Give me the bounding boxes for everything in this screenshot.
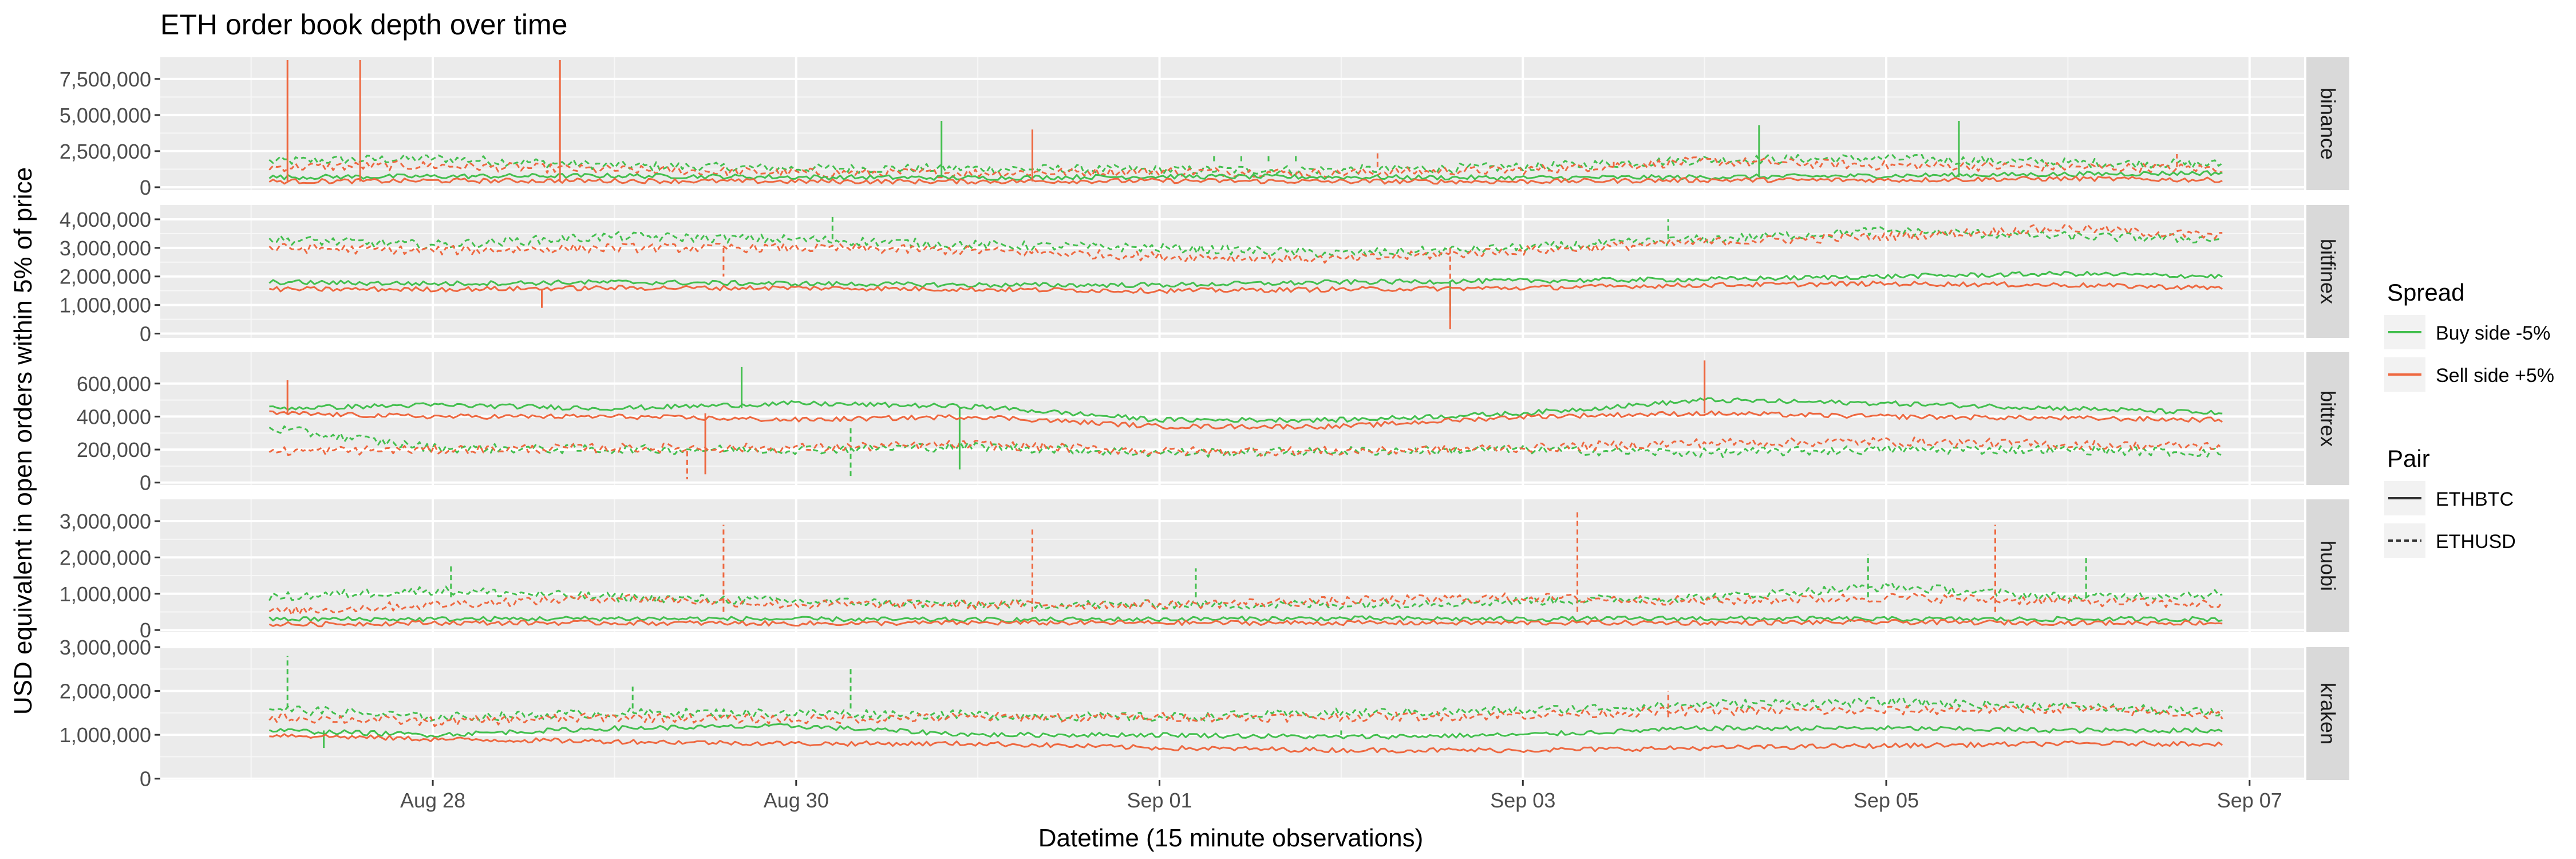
x-tick-label: Sep 03: [1490, 789, 1555, 812]
legend-buy-label: Buy side -5%: [2436, 322, 2550, 344]
y-tick-label: 400,000: [77, 405, 151, 428]
panel-binance: 0 2,500,000 5,000,000 7,500,000 binance: [60, 57, 2349, 199]
facet-strip: [2306, 499, 2349, 632]
facet-strip: [2306, 352, 2349, 485]
y-tick-label: 3,000,000: [60, 636, 151, 659]
panel-background: [160, 352, 2304, 485]
y-tick-label: 200,000: [77, 438, 151, 462]
series-kraken-buy-ethusd: [269, 656, 2223, 722]
legend-spread-title: Spread: [2387, 279, 2464, 306]
series-binance-buy-ethusd: [268, 153, 2223, 175]
panel-background: [160, 57, 2304, 190]
y-tick-label: 1,000,000: [60, 294, 151, 317]
facet-label-binance: binance: [2317, 88, 2340, 160]
y-tick-label: 0: [140, 322, 151, 346]
facet-strip: [2306, 205, 2349, 338]
series-binance-buy-ethbtc: [268, 121, 2223, 182]
series-bitfinex-sell-ethbtc: [269, 280, 2223, 329]
x-axis-label: Datetime (15 minute observations): [1038, 824, 1424, 852]
panel-bitfinex: 0 1,000,000 2,000,000 3,000,000 4,000,000 bit…: [60, 205, 2349, 346]
legend-ethbtc-label: ETHBTC: [2436, 488, 2514, 510]
panel-huobi: 0 1,000,000 2,000,000 3,000,000 huobi: [60, 499, 2349, 642]
facet-label-kraken: kraken: [2317, 683, 2340, 744]
panel-background: [160, 205, 2304, 338]
y-tick-label: 0: [140, 618, 151, 642]
legend-pair-title: Pair: [2387, 445, 2430, 472]
series-kraken-buy-ethbtc: [268, 723, 2223, 748]
legend-ethusd-label: ETHUSD: [2436, 531, 2516, 553]
y-tick-label: 0: [140, 176, 151, 199]
series-huobi-sell-ethbtc: [268, 618, 2223, 628]
x-tick-label: Aug 28: [400, 789, 465, 812]
x-tick-label: Sep 07: [2217, 789, 2282, 812]
legend-sell-label: Sell side +5%: [2436, 365, 2554, 387]
y-tick-label: 4,000,000: [60, 208, 151, 231]
panel-background: [160, 647, 2304, 780]
y-tick-label: 0: [140, 767, 151, 791]
series-huobi-buy-ethusd: [268, 554, 2223, 610]
y-tick-label: 3,000,000: [60, 510, 151, 533]
series-kraken-sell-ethbtc: [269, 733, 2223, 754]
panel-bittrex: 0 200,000 400,000 600,000 bittrex: [77, 352, 2349, 495]
y-tick-label: 3,000,000: [60, 237, 151, 260]
y-tick-label: 0: [140, 471, 151, 495]
facet-label-bitfinex: bitfinex: [2317, 239, 2340, 304]
facet-strip: [2306, 57, 2349, 190]
series-huobi-sell-ethusd: [268, 510, 2223, 616]
facet-strip: [2306, 647, 2349, 780]
x-tick-label: Sep 01: [1127, 789, 1192, 812]
series-binance-sell-ethbtc: [268, 60, 2223, 185]
panel-kraken: 0 1,000,000 2,000,000 3,000,000 kraken: [60, 636, 2349, 791]
series-kraken-sell-ethusd: [268, 691, 2223, 727]
series-bitfinex-buy-ethusd: [268, 216, 2223, 258]
chart-title: ETH order book depth over time: [160, 9, 567, 41]
y-tick-label: 2,500,000: [60, 140, 151, 163]
y-tick-label: 2,000,000: [60, 680, 151, 703]
legend: Spread Buy side -5% Sell side +5% Pair E…: [2384, 279, 2554, 558]
y-axis-label: USD equivalent in open orders within 5% …: [9, 167, 37, 715]
facet-label-bittrex: bittrex: [2317, 391, 2340, 447]
series-bitfinex-sell-ethusd: [268, 223, 2223, 317]
y-tick-label: 2,000,000: [60, 546, 151, 569]
x-tick-label: Aug 30: [764, 789, 829, 812]
x-axis: Aug 28 Aug 30 Sep 01 Sep 03 Sep 05 Sep 07: [400, 780, 2282, 812]
y-tick-label: 600,000: [77, 372, 151, 396]
y-tick-label: 5,000,000: [60, 104, 151, 127]
x-tick-label: Sep 05: [1854, 789, 1919, 812]
series-bittrex-sell-ethusd: [268, 436, 2223, 479]
series-bittrex-sell-ethbtc: [269, 360, 2223, 475]
facet-panels: 0 2,500,000 5,000,000 7,500,000 binance 0 1,00…: [60, 57, 2349, 791]
y-tick-label: 2,000,000: [60, 265, 151, 289]
y-tick-label: 1,000,000: [60, 723, 151, 747]
y-tick-label: 1,000,000: [60, 582, 151, 606]
y-tick-label: 7,500,000: [60, 68, 151, 91]
facet-label-huobi: huobi: [2317, 541, 2340, 591]
